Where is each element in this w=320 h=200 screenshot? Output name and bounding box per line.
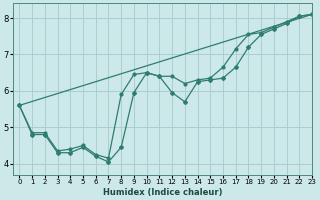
X-axis label: Humidex (Indice chaleur): Humidex (Indice chaleur)	[103, 188, 222, 197]
